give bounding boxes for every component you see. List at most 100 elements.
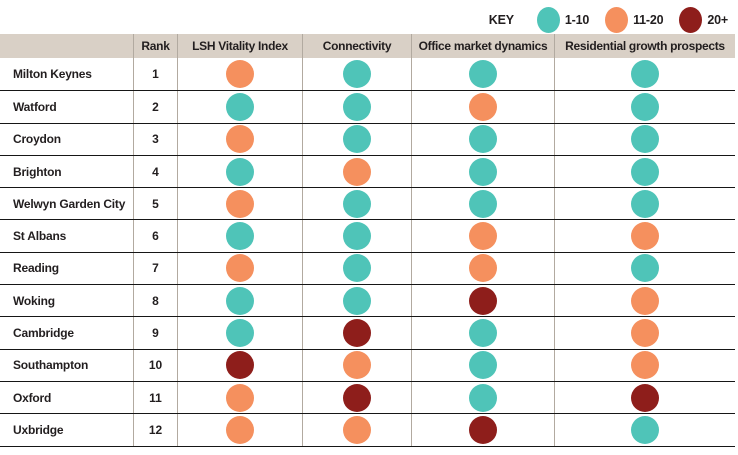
legend-dot-darkred-icon [679,7,703,33]
score-cell [554,188,735,220]
header-cell-city [0,34,133,58]
score-cell [554,91,735,123]
score-dot-icon [343,254,371,283]
rank-cell: 3 [133,123,177,155]
score-cell [554,414,735,446]
score-dot-icon [631,351,659,380]
score-dot-icon [226,222,254,251]
score-dot-icon [631,254,659,283]
table-row: Southampton 10 [0,348,735,381]
score-cell [554,155,735,188]
legend-title: KEY [488,13,514,27]
score-dot-icon [343,125,371,154]
city-cell: Watford [13,99,57,114]
score-cell [177,188,302,220]
score-cell [411,91,554,123]
score-dot-icon [469,415,497,444]
score-dot-icon [469,92,497,121]
legend-dot-teal-icon [536,7,560,33]
score-cell [302,91,411,123]
score-cell [177,285,302,317]
score-cell [554,285,735,317]
score-dot-icon [469,60,497,89]
score-cell [177,252,302,285]
score-cell [554,317,735,349]
score-cell [302,381,411,414]
score-cell [302,188,411,220]
city-cell: Oxford [13,390,52,405]
score-cell [177,414,302,446]
score-dot-icon [631,415,659,444]
score-cell [177,317,302,349]
score-dot-icon [226,286,254,315]
score-dot-icon [226,319,254,348]
score-dot-icon [469,351,497,380]
score-cell [302,349,411,381]
table-row: Milton Keynes 1 [0,58,735,91]
score-cell [411,188,554,220]
score-dot-icon [226,60,254,89]
score-dot-icon [343,383,371,412]
score-dot-icon [343,92,371,121]
rank-cell: 5 [133,188,177,220]
legend-item-11-20: 11-20 [605,7,664,33]
rank-cell: 4 [133,155,177,188]
city-cell: Milton Keynes [13,67,92,82]
score-cell [411,349,554,381]
score-cell [177,123,302,155]
score-dot-icon [631,157,659,186]
score-cell [411,58,554,91]
table-row: Brighton 4 [0,154,735,188]
score-cell [302,414,411,446]
score-dot-icon [226,92,254,121]
score-dot-icon [343,60,371,89]
score-dot-icon [226,254,254,283]
score-dot-icon [343,222,371,251]
table-row: Cambridge 9 [0,316,735,349]
city-cell: Uxbridge [13,422,64,437]
score-cell [411,252,554,285]
score-cell [302,220,411,252]
legend-item-1-10: 1-10 [536,7,589,33]
city-cell: Reading [13,261,59,276]
score-cell [177,381,302,414]
rank-cell: 12 [133,414,177,446]
city-cell: St Albans [13,229,67,244]
score-dot-icon [343,415,371,444]
score-dot-icon [469,189,497,218]
table-header-row: Rank LSH Vitality Index Connectivity Off… [0,34,735,58]
legend-dot-orange-icon [605,7,629,33]
score-cell [411,317,554,349]
header-cell-residential-growth-prospects: Residential growth prospects [554,34,735,58]
score-dot-icon [631,319,659,348]
city-cell: Brighton [13,164,62,179]
rank-cell: 7 [133,252,177,285]
score-dot-icon [226,351,254,380]
score-cell [411,414,554,446]
score-cell [302,285,411,317]
score-dot-icon [226,125,254,154]
score-cell [302,252,411,285]
score-dot-icon [631,189,659,218]
score-cell [411,285,554,317]
score-cell [554,123,735,155]
score-dot-icon [469,157,497,186]
score-cell [554,220,735,252]
city-cell: Cambridge [13,326,74,341]
score-dot-icon [226,415,254,444]
score-dot-icon [631,92,659,121]
score-dot-icon [631,222,659,251]
score-dot-icon [631,286,659,315]
city-ranking-table: Rank LSH Vitality Index Connectivity Off… [0,34,735,447]
rank-cell: 6 [133,220,177,252]
city-cell: Welwyn Garden City [13,196,126,211]
table-row: Woking 8 [0,284,735,317]
score-cell [177,58,302,91]
table-body: Milton Keynes 1 Watford 2 Croydon 3 Brighton 4 W… [0,58,735,447]
score-dot-icon [469,222,497,251]
score-cell [302,317,411,349]
city-cell: Croydon [13,132,61,147]
score-dot-icon [343,319,371,348]
score-cell [302,58,411,91]
